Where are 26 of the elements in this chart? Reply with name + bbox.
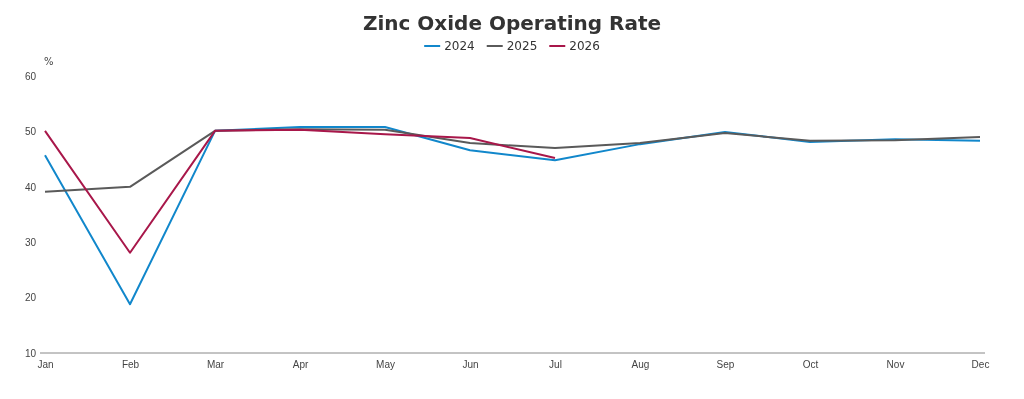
line-series — [44, 128, 556, 254]
x-tick-label: Oct — [802, 359, 819, 371]
x-tick-label: Jul — [549, 359, 562, 371]
y-tick-label: 50 — [24, 126, 37, 138]
x-tick-label: Dec — [971, 359, 990, 371]
x-tick-label: Jun — [462, 359, 479, 371]
legend-label: 2024 — [444, 39, 475, 53]
y-tick-label: 60 — [24, 70, 37, 82]
x-tick-label: Apr — [292, 359, 309, 371]
line-series — [44, 125, 981, 306]
x-tick-label: Sep — [716, 359, 735, 371]
line-series — [44, 128, 981, 193]
y-tick-label: 30 — [24, 236, 37, 248]
x-tick-label: Nov — [886, 359, 905, 371]
y-tick-label: 10 — [24, 347, 37, 359]
legend-label: 2025 — [506, 39, 538, 53]
x-tick-label: May — [376, 359, 395, 371]
legend-label: 2026 — [569, 39, 600, 53]
x-tick-label: Feb — [121, 359, 140, 371]
chart-title: Zinc Oxide Operating Rate — [362, 11, 662, 35]
y-tick-label: 40 — [24, 181, 37, 193]
x-tick-label: Mar — [206, 359, 225, 371]
x-tick-label: Jan — [37, 359, 54, 371]
y-axis-title: % — [44, 56, 54, 67]
y-tick-label: 20 — [24, 292, 37, 304]
x-tick-label: Aug — [631, 359, 650, 371]
